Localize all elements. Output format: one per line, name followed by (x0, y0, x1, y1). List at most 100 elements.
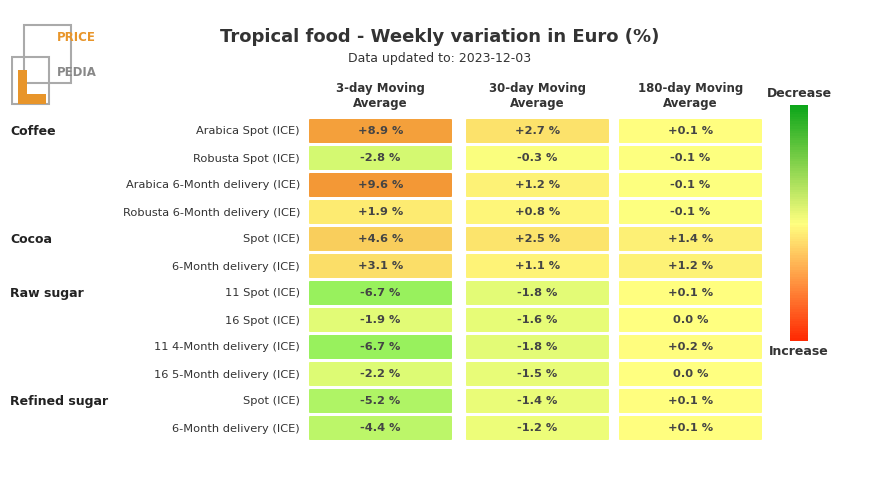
Bar (790, 156, 808, 159)
Bar (790, 312, 808, 315)
Bar (790, 336, 808, 338)
Text: -0.1 %: -0.1 % (671, 153, 711, 163)
Text: 3-day Moving
Average: 3-day Moving Average (336, 82, 425, 110)
Bar (790, 223, 808, 225)
FancyBboxPatch shape (309, 281, 452, 305)
Text: -0.1 %: -0.1 % (671, 180, 711, 190)
Bar (790, 331, 808, 334)
FancyBboxPatch shape (619, 281, 762, 305)
Bar (790, 199, 808, 202)
Bar (790, 274, 808, 277)
Text: +0.1 %: +0.1 % (668, 288, 713, 298)
Bar (790, 133, 808, 136)
Bar (790, 281, 808, 284)
Text: Robusta 6-Month delivery (ICE): Robusta 6-Month delivery (ICE) (122, 207, 300, 217)
Bar (790, 138, 808, 141)
Bar (790, 316, 808, 319)
Bar (790, 295, 808, 298)
Text: 6-Month delivery (ICE): 6-Month delivery (ICE) (172, 423, 300, 433)
Text: -1.4 %: -1.4 % (517, 396, 558, 406)
Bar (790, 152, 808, 155)
Bar (790, 234, 808, 237)
Bar (790, 180, 808, 183)
Bar (790, 244, 808, 247)
Bar (790, 114, 808, 117)
Bar (790, 326, 808, 329)
Text: -1.9 %: -1.9 % (360, 315, 400, 325)
Text: +9.6 %: +9.6 % (358, 180, 403, 190)
Bar (790, 164, 808, 167)
Bar (790, 168, 808, 171)
Bar (790, 307, 808, 310)
Bar (790, 110, 808, 112)
FancyBboxPatch shape (466, 389, 609, 413)
Bar (790, 310, 808, 312)
Bar (790, 176, 808, 179)
Bar (790, 279, 808, 282)
Text: PEDIA: PEDIA (56, 66, 97, 79)
Bar (790, 108, 808, 110)
Text: Decrease: Decrease (766, 87, 832, 100)
Bar (790, 126, 808, 129)
Bar (790, 237, 808, 240)
Bar (790, 187, 808, 190)
Bar (790, 161, 808, 164)
Bar (790, 255, 808, 258)
Text: Coffee: Coffee (10, 125, 55, 138)
Bar (790, 272, 808, 275)
Text: 16 Spot (ICE): 16 Spot (ICE) (225, 315, 300, 325)
Bar (790, 321, 808, 324)
Bar (790, 140, 808, 143)
Text: +1.4 %: +1.4 % (668, 234, 713, 244)
FancyBboxPatch shape (619, 200, 762, 224)
FancyBboxPatch shape (619, 254, 762, 278)
Text: Spot (ICE): Spot (ICE) (243, 396, 300, 407)
FancyBboxPatch shape (466, 173, 609, 197)
FancyBboxPatch shape (466, 416, 609, 440)
FancyBboxPatch shape (466, 335, 609, 359)
Bar (790, 258, 808, 261)
Text: Arabica Spot (ICE): Arabica Spot (ICE) (196, 127, 300, 136)
Bar (790, 263, 808, 265)
Text: +2.5 %: +2.5 % (515, 234, 560, 244)
Bar (790, 300, 808, 303)
Bar (790, 293, 808, 296)
Bar (790, 145, 808, 148)
Bar (790, 291, 808, 293)
Bar (790, 260, 808, 263)
FancyBboxPatch shape (466, 119, 609, 143)
Text: +3.1 %: +3.1 % (358, 261, 403, 271)
Text: 16 5-Month delivery (ICE): 16 5-Month delivery (ICE) (154, 370, 300, 380)
Bar (790, 284, 808, 287)
Text: +0.8 %: +0.8 % (515, 207, 561, 217)
Bar (790, 213, 808, 216)
Bar (790, 150, 808, 153)
Text: -1.8 %: -1.8 % (517, 288, 558, 298)
Bar (790, 302, 808, 305)
Text: +1.2 %: +1.2 % (668, 261, 713, 271)
FancyBboxPatch shape (466, 281, 609, 305)
Text: +1.9 %: +1.9 % (358, 207, 403, 217)
Text: -6.7 %: -6.7 % (360, 342, 400, 352)
Bar (790, 171, 808, 174)
Bar (790, 182, 808, 185)
Bar (790, 241, 808, 244)
Bar (790, 251, 808, 253)
Text: +0.1 %: +0.1 % (668, 423, 713, 433)
Text: Spot (ICE): Spot (ICE) (243, 235, 300, 244)
Bar (790, 112, 808, 115)
Text: -1.2 %: -1.2 % (517, 423, 558, 433)
Bar (790, 105, 808, 108)
Text: +0.1 %: +0.1 % (668, 396, 713, 406)
Bar (790, 269, 808, 272)
FancyBboxPatch shape (619, 173, 762, 197)
Bar (790, 286, 808, 289)
Text: 11 4-Month delivery (ICE): 11 4-Month delivery (ICE) (154, 343, 300, 352)
Text: +0.1 %: +0.1 % (668, 126, 713, 136)
Text: 6-Month delivery (ICE): 6-Month delivery (ICE) (172, 262, 300, 272)
Bar (790, 201, 808, 204)
Bar (790, 208, 808, 211)
Bar (790, 147, 808, 150)
Bar (790, 173, 808, 176)
Bar (790, 265, 808, 268)
